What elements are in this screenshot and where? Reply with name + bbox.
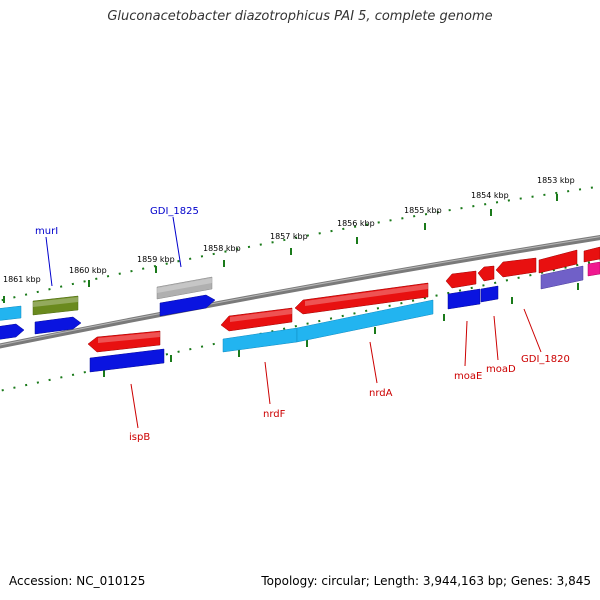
leader-nrdA [369,341,378,384]
kbp-label-1859: 1859 kbp [137,255,175,264]
highlight-nrdA [305,284,428,306]
genome-backbone [0,235,600,349]
leader-nrdF [264,361,271,405]
map-title: Gluconacetobacter diazotrophicus PAI 5, … [107,9,493,24]
gene-highlights [33,278,428,343]
gene-label-gdi1820: GDI_1820 [521,354,570,365]
gene-label-nrdA: nrdA [369,388,393,399]
gene-nrdA-red[interactable] [294,282,429,315]
upper-major-ticks [3,194,558,303]
accession-text: Accession: NC_010125 [9,574,146,588]
label-leaders [45,216,542,429]
kbp-label-1861: 1861 kbp [3,275,41,284]
gene-moaE-blue[interactable] [447,288,481,310]
gene-gdi1825-gray[interactable] [156,276,213,300]
gene-label-moaE: moaE [454,371,482,382]
leader-gdi1820 [523,308,542,353]
gene-purple[interactable] [540,265,584,290]
gene-label-murI: murI [35,226,58,237]
kbp-label-1853: 1853 kbp [537,176,575,185]
gene-moaD-blue[interactable] [480,285,499,303]
leader-moaE [464,320,468,367]
highlight-gray [157,278,212,293]
gene-ispB-red[interactable] [87,330,161,353]
gene-label-ispB: ispB [129,432,150,443]
leader-ispB [130,383,139,429]
gene-label-nrdF: nrdF [263,409,286,420]
gene-label-gdi1825: GDI_1825 [150,206,199,217]
highlight-ispB [98,332,160,343]
gene-label-moaD: moaD [486,364,516,375]
genome-backbone-highlight [0,236,600,346]
kbp-label-1855: 1855 kbp [404,206,442,215]
leader-moaD [493,315,499,361]
gene-moaD-red-upper[interactable] [477,265,495,282]
lower-major-ticks [103,283,579,377]
gene-ispB-blue[interactable] [89,348,165,373]
gene-red-edge[interactable] [583,246,600,263]
gene-murI-blue[interactable] [34,316,82,335]
gene-1820-red-upper[interactable] [495,257,537,278]
gene-nrdA-cyan[interactable] [296,299,434,343]
leader-murI [45,236,53,287]
kbp-label-1860: 1860 kbp [69,266,107,275]
kbp-label-1857: 1857 kbp [270,232,308,241]
gene-magenta-edge[interactable] [587,261,600,277]
gene-moaE-red-upper[interactable] [445,270,477,289]
gene-nrdF-cyan[interactable] [222,327,298,353]
topology-text: Topology: circular; Length: 3,944,163 bp… [261,574,591,588]
highlight-olive [33,297,78,307]
leader-gdi1825 [172,216,182,268]
gene-blue-left-edge[interactable] [0,323,25,340]
gene-nrdF-red[interactable] [220,307,293,332]
gene-blue-1859[interactable] [159,294,216,317]
gene-forward-1[interactable] [0,305,22,321]
highlight-nrdF [230,309,292,322]
kbp-label-1858: 1858 kbp [203,244,241,253]
kbp-label-1854: 1854 kbp [471,191,509,200]
gene-murI-olive[interactable] [32,295,79,316]
kbp-label-1856: 1856 kbp [337,219,375,228]
gene-red-1853[interactable] [538,249,578,274]
